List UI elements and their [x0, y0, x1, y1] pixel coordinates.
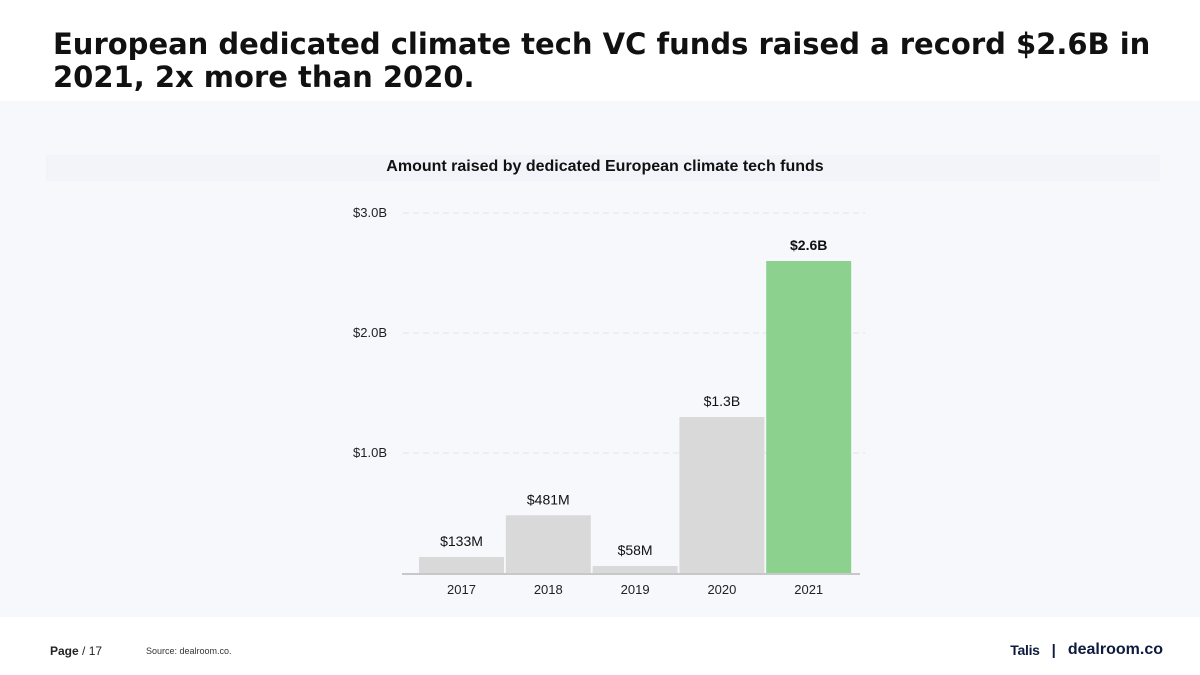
- bar-chart: $1.0B $2.0B $3.0B $133M 2017 $481M 2018 $58M 201…: [353, 205, 865, 597]
- y-tick-label: $1.0B: [353, 445, 387, 460]
- footer: Page / 17 Source: dealroom.co. Talis | d…: [0, 617, 1200, 675]
- page-number: Page / 17: [50, 644, 102, 658]
- bar: [419, 557, 504, 573]
- y-tick-label: $2.0B: [353, 325, 387, 340]
- headline: European dedicated climate tech VC funds…: [53, 27, 1151, 94]
- source-note: Source: dealroom.co.: [146, 646, 232, 656]
- chart-panel: Amount raised by dedicated European clim…: [0, 101, 1200, 617]
- data-label: $481M: [527, 491, 570, 507]
- data-label: $2.6B: [790, 237, 827, 253]
- x-tick-label: 2017: [447, 582, 476, 597]
- chart-title: Amount raised by dedicated European clim…: [386, 158, 824, 175]
- chart-title-strip: [46, 155, 1160, 181]
- y-tick-label: $3.0B: [353, 205, 387, 220]
- data-label: $58M: [618, 542, 653, 558]
- dealroom-logo: dealroom.co: [1067, 641, 1163, 658]
- x-tick-label: 2020: [707, 582, 736, 597]
- data-label: $133M: [440, 533, 483, 549]
- talis-logo: Talis: [1010, 642, 1040, 658]
- x-tick-label: 2019: [621, 582, 650, 597]
- bar: [505, 515, 591, 573]
- bar: [679, 417, 765, 573]
- bar: [766, 261, 852, 573]
- brand-separator: |: [1051, 641, 1056, 659]
- bar: [592, 566, 678, 573]
- page-label: Page: [50, 644, 79, 658]
- data-label: $1.3B: [704, 393, 741, 409]
- x-tick-label: 2018: [534, 582, 563, 597]
- x-tick-label: 2021: [794, 582, 823, 597]
- brand-logos: Talis | dealroom.co: [1010, 641, 1163, 659]
- page-count: / 17: [82, 644, 103, 658]
